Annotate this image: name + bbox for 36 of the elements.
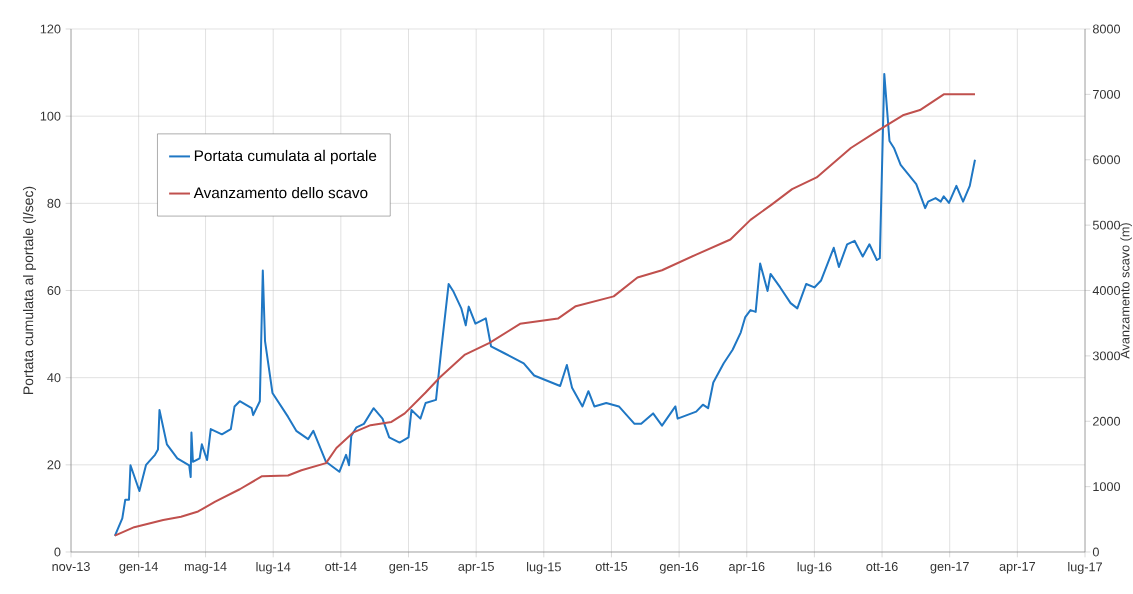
- y-tick-label: 40: [47, 373, 61, 383]
- y2-axis-title: Avanzamento scavo (m): [1120, 223, 1132, 359]
- x-tick-label: ott-14: [325, 562, 357, 571]
- x-tick-label: apr-16: [728, 562, 765, 574]
- legend-label: Avanzamento dello scavo: [193, 186, 368, 199]
- legend-label: Portata cumulata al portale: [194, 149, 377, 165]
- y2-tick-label: 3000: [1092, 351, 1121, 361]
- x-tick-label: lug-17: [1068, 562, 1102, 574]
- x-tick-label: gen-17: [930, 562, 969, 574]
- x-tick-label: lug-14: [256, 562, 291, 574]
- x-tick-label: nov-13: [52, 562, 90, 572]
- x-tick-label: lug-16: [797, 562, 832, 574]
- x-tick-label: gen-14: [119, 562, 158, 574]
- x-tick-label: mag-14: [184, 562, 227, 574]
- y-tick-label: 60: [47, 286, 61, 295]
- x-tick-label: gen-16: [659, 562, 699, 574]
- y2-tick-label: 7000: [1093, 89, 1121, 99]
- y2-tick-label: 5000: [1092, 220, 1121, 230]
- y-tick-label: 80: [47, 198, 61, 208]
- x-tick-label: apr-17: [999, 562, 1036, 574]
- y-tick-label: 100: [40, 111, 61, 121]
- y2-tick-label: 8000: [1092, 24, 1121, 34]
- y2-tick-label: 2000: [1093, 416, 1121, 426]
- y-tick-label: 20: [47, 460, 61, 470]
- y-tick-label: 0: [54, 547, 61, 557]
- y-axis-title: Portata cumulata al portale (l/sec): [22, 186, 37, 395]
- x-tick-label: ott-16: [866, 562, 898, 572]
- y2-tick-label: 0: [1092, 547, 1099, 557]
- y-tick-label: 120: [40, 24, 61, 34]
- x-tick-label: apr-15: [458, 562, 494, 574]
- y2-tick-label: 4000: [1092, 286, 1121, 295]
- x-tick-label: lug-15: [527, 562, 561, 574]
- y2-tick-label: 6000: [1093, 155, 1121, 165]
- x-tick-label: gen-15: [389, 562, 428, 574]
- x-tick-label: ott-15: [595, 562, 628, 571]
- y2-tick-label: 1000: [1093, 482, 1121, 492]
